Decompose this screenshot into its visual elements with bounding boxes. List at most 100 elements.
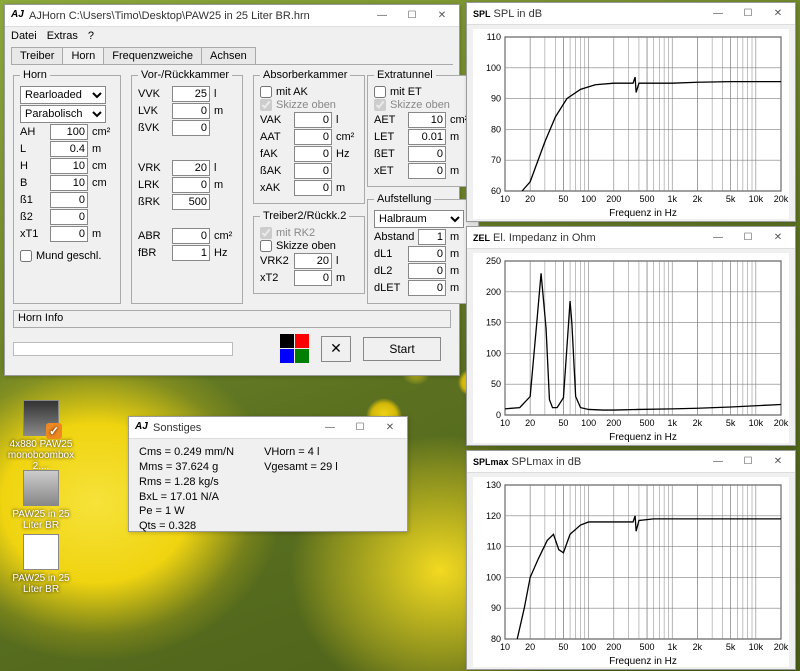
aufstellung-select[interactable]: Halbraum	[374, 210, 464, 228]
mitet-checkbox[interactable]	[374, 86, 386, 98]
xet-input[interactable]	[408, 163, 446, 179]
minimize-button[interactable]: —	[367, 6, 397, 26]
menu-help[interactable]: ?	[88, 30, 94, 42]
b1-input[interactable]	[50, 192, 88, 208]
lrk-input[interactable]	[172, 177, 210, 193]
app-icon: AJ	[135, 421, 149, 435]
desktop-icon[interactable]: PAW25 in 25 Liter BR	[6, 470, 76, 531]
titlebar[interactable]: AJ AJHorn C:\Users\Timo\Desktop\PAW25 in…	[5, 5, 459, 27]
start-button[interactable]: Start	[363, 337, 441, 361]
maximize-button[interactable]: ☐	[397, 6, 427, 26]
color-squares[interactable]	[280, 334, 309, 363]
titlebar[interactable]: AJ Sonstiges — ☐ ✕	[129, 417, 407, 439]
horn-type-select[interactable]: Rearloaded	[20, 86, 106, 104]
svg-text:10: 10	[500, 194, 510, 204]
window-title: SPL in dB	[494, 8, 703, 20]
mund-checkbox[interactable]	[20, 250, 32, 262]
brk-input[interactable]	[172, 194, 210, 210]
app-icon: AJ	[11, 9, 25, 23]
window-title: El. Impedanz in Ohm	[493, 232, 703, 244]
skizze2-checkbox[interactable]	[260, 240, 272, 252]
svg-text:Frequenz in Hz: Frequenz in Hz	[609, 432, 677, 443]
titlebar[interactable]: ZEL El. Impedanz in Ohm —☐✕	[467, 227, 795, 249]
window-title: Sonstiges	[153, 422, 315, 434]
icon-label: PAW25 in 25 Liter BR	[12, 509, 69, 531]
svg-text:2k: 2k	[693, 194, 703, 204]
xt2-input[interactable]	[294, 270, 332, 286]
chart-prefix: ZEL	[473, 233, 490, 243]
b2-input[interactable]	[50, 209, 88, 225]
svg-text:200: 200	[486, 287, 501, 297]
xak-input[interactable]	[294, 180, 332, 196]
svg-text:100: 100	[486, 572, 501, 582]
desktop-icon[interactable]: PAW25 in 25 Liter BR	[6, 534, 76, 595]
group-horn: Horn Rearloaded Parabolisch AHcm² Lm Hcm…	[13, 69, 121, 304]
close-button[interactable]: ✕	[763, 4, 793, 24]
legend-horn: Horn	[20, 69, 50, 81]
svg-text:5k: 5k	[726, 642, 736, 652]
svg-text:100: 100	[581, 642, 596, 652]
skizze-checkbox	[260, 99, 272, 111]
bak-input[interactable]	[294, 163, 332, 179]
vrk-input[interactable]	[172, 160, 210, 176]
maximize-button[interactable]: ☐	[345, 418, 375, 438]
dlet-input[interactable]	[408, 280, 446, 296]
desktop-icon[interactable]: ✓ 4x880 PAW25 monoboombox 2....	[6, 400, 76, 472]
minimize-button[interactable]: —	[315, 418, 345, 438]
b-input[interactable]	[50, 175, 88, 191]
let-input[interactable]	[408, 129, 446, 145]
tab-frequenzweiche[interactable]: Frequenzweiche	[103, 47, 202, 64]
menu-extras[interactable]: Extras	[47, 30, 78, 42]
maximize-button[interactable]: ☐	[733, 4, 763, 24]
svg-text:50: 50	[558, 194, 568, 204]
svg-text:20: 20	[525, 418, 535, 428]
dl1-input[interactable]	[408, 246, 446, 262]
vak-input[interactable]	[294, 112, 332, 128]
sonstiges-left: Cms = 0.249 mm/NMms = 37.624 gRms = 1.28…	[139, 445, 234, 534]
mitak-checkbox[interactable]	[260, 86, 272, 98]
close-button[interactable]: ✕	[375, 418, 405, 438]
tab-horn[interactable]: Horn	[62, 47, 104, 64]
svg-text:50: 50	[491, 379, 501, 389]
svg-text:50: 50	[558, 418, 568, 428]
horn-shape-select[interactable]: Parabolisch	[20, 105, 106, 123]
xt1-input[interactable]	[50, 226, 88, 242]
aet-input[interactable]	[408, 112, 446, 128]
close-button[interactable]: ✕	[763, 452, 793, 472]
fak-input[interactable]	[294, 146, 332, 162]
minimize-button[interactable]: —	[703, 452, 733, 472]
tab-achsen[interactable]: Achsen	[201, 47, 256, 64]
fbr-input[interactable]	[172, 245, 210, 261]
cancel-button[interactable]: ✕	[321, 336, 351, 362]
skizze-et-checkbox	[374, 99, 386, 111]
bet-input[interactable]	[408, 146, 446, 162]
h-input[interactable]	[50, 158, 88, 174]
bvk-input[interactable]	[172, 120, 210, 136]
chart-zel: 1020501002005001k2k5k10k20k0501001502002…	[473, 253, 789, 443]
dl2-input[interactable]	[408, 263, 446, 279]
vrk2-input[interactable]	[294, 253, 332, 269]
svg-text:500: 500	[640, 642, 655, 652]
abstand-input[interactable]	[418, 229, 446, 245]
svg-text:10k: 10k	[749, 418, 764, 428]
titlebar[interactable]: SPLmax SPLmax in dB —☐✕	[467, 451, 795, 473]
minimize-button[interactable]: —	[703, 4, 733, 24]
tab-treiber[interactable]: Treiber	[11, 47, 63, 64]
titlebar[interactable]: SPL SPL in dB —☐✕	[467, 3, 795, 25]
menu-datei[interactable]: Datei	[11, 30, 37, 42]
aat-input[interactable]	[294, 129, 332, 145]
ah-input[interactable]	[50, 124, 88, 140]
abr-input[interactable]	[172, 228, 210, 244]
lvk-input[interactable]	[172, 103, 210, 119]
svg-text:1k: 1k	[667, 194, 677, 204]
close-button[interactable]: ✕	[763, 228, 793, 248]
maximize-button[interactable]: ☐	[733, 228, 763, 248]
maximize-button[interactable]: ☐	[733, 452, 763, 472]
l-input[interactable]	[50, 141, 88, 157]
vvk-input[interactable]	[172, 86, 210, 102]
svg-text:110: 110	[487, 32, 501, 42]
close-button[interactable]: ✕	[427, 6, 457, 26]
minimize-button[interactable]: —	[703, 228, 733, 248]
sonstiges-right: VHorn = 4 lVgesamt = 29 l	[264, 445, 338, 534]
svg-text:100: 100	[581, 418, 596, 428]
